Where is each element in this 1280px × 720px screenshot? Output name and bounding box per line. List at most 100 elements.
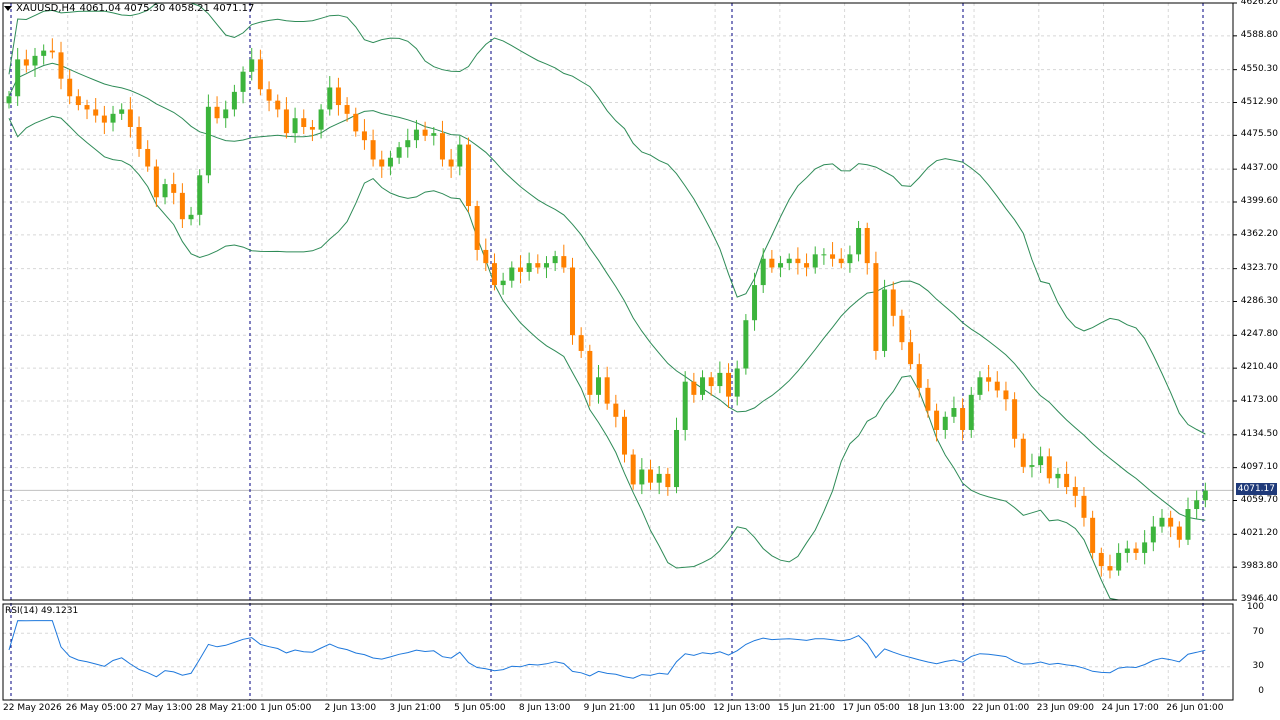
candle: [205, 94, 211, 184]
candle: [587, 344, 593, 407]
candle-body: [552, 256, 558, 264]
candle-body: [119, 109, 125, 114]
time-axis-label: 26 Jun 01:00: [1166, 703, 1224, 713]
candle: [578, 327, 584, 358]
candle-body: [587, 350, 593, 395]
candle: [882, 279, 888, 358]
grid-lines: [3, 2, 1237, 700]
candle: [543, 256, 549, 279]
symbol-timeframe: XAUUSD,H4: [16, 3, 76, 14]
rsi-level-label: 70: [1252, 627, 1264, 638]
candle: [474, 200, 480, 261]
candle-body: [292, 118, 298, 134]
candle: [75, 89, 81, 111]
candle-body: [977, 377, 983, 395]
price-axis-label: 4134.50: [1240, 428, 1278, 439]
candle-body: [110, 113, 116, 123]
candle-body: [1064, 473, 1070, 488]
candle: [1090, 510, 1096, 560]
candle-body: [231, 91, 237, 110]
candle-body: [1159, 517, 1165, 527]
candle-body: [396, 147, 402, 158]
dropdown-arrow-icon[interactable]: [4, 6, 12, 11]
candle: [136, 116, 142, 157]
candle-body: [786, 258, 792, 264]
candle-body: [127, 109, 133, 128]
candle-body: [908, 342, 914, 365]
candle-body: [899, 315, 905, 343]
candle: [942, 411, 948, 439]
time-axis-label: 11 Jun 05:00: [648, 703, 706, 713]
candle: [977, 371, 983, 401]
candle: [934, 403, 940, 442]
price-axis-label: 4021.20: [1240, 528, 1278, 539]
candle-body: [387, 157, 393, 167]
candle-body: [309, 127, 315, 130]
candle: [23, 49, 29, 73]
candle: [786, 253, 792, 271]
candle: [422, 121, 428, 142]
candle-body: [197, 175, 203, 215]
candle-body: [205, 106, 211, 176]
candle: [119, 103, 125, 120]
candle: [500, 272, 506, 295]
candle-body: [301, 118, 307, 128]
candle: [353, 107, 359, 137]
time-axis-label: 2 Jun 13:00: [324, 703, 377, 713]
candle-body: [179, 192, 185, 220]
candle-body: [405, 140, 411, 148]
candle: [318, 104, 324, 139]
candle-body: [656, 473, 662, 483]
price-axis-label: 4437.00: [1240, 163, 1278, 174]
candle-body: [847, 254, 853, 264]
time-axis-label: 5 Jun 05:00: [454, 703, 506, 713]
candle-body: [1116, 552, 1122, 571]
price-axis-label: 3983.80: [1240, 561, 1278, 572]
candle: [1003, 381, 1009, 411]
candle-body: [691, 381, 697, 395]
candle-body: [1107, 566, 1113, 571]
candle: [145, 140, 151, 172]
candle-body: [1081, 495, 1087, 518]
time-axis-label: 22 May 2026: [3, 703, 62, 713]
candle: [986, 364, 992, 392]
candle-body: [422, 129, 428, 136]
candle-body: [916, 364, 922, 388]
candle: [665, 467, 671, 496]
candle: [916, 353, 922, 398]
candle: [613, 394, 619, 428]
rsi-indicator: [8, 620, 1206, 679]
candle: [370, 129, 376, 167]
candle: [84, 99, 90, 120]
candle-body: [318, 109, 324, 130]
candle-body: [1194, 500, 1200, 510]
candle-body: [535, 263, 541, 268]
candle-body: [1098, 552, 1104, 567]
candle: [778, 256, 784, 278]
candle-body: [6, 96, 12, 104]
price-axis-label: 3946.40: [1240, 594, 1278, 604]
time-axis-label: 18 Jun 13:00: [907, 703, 965, 713]
candle: [1072, 476, 1078, 508]
candle: [812, 246, 818, 274]
candle: [266, 81, 272, 112]
candle-body: [804, 263, 810, 268]
candle-body: [561, 256, 567, 268]
time-axis-label: 1 Jun 05:00: [259, 703, 312, 713]
candle-body: [665, 473, 671, 488]
candle: [379, 150, 385, 178]
candle-body: [821, 254, 827, 256]
candle: [405, 128, 411, 158]
candle: [769, 249, 775, 273]
candle-body: [257, 59, 263, 90]
chart-title-bar: XAUUSD,H4 4061.04 4075.30 4058.21 4071.1…: [4, 3, 254, 14]
candle-body: [266, 89, 272, 101]
candle-body: [240, 71, 246, 92]
candle-body: [491, 263, 497, 286]
rsi-panel-border: [2, 603, 1234, 701]
candle: [1202, 482, 1208, 508]
candle: [240, 66, 246, 104]
candle: [32, 47, 38, 77]
